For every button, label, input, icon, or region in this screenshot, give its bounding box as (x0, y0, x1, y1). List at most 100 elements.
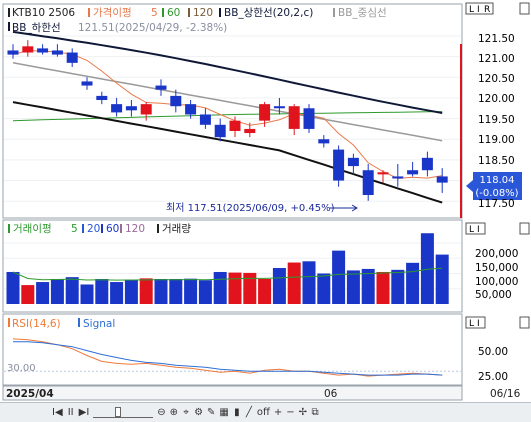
rsi-panel-buttons[interactable]: L I (465, 316, 486, 329)
volume-ma-line (12, 267, 443, 281)
ma-label: 가격이평 (93, 6, 132, 19)
grid-icon[interactable]: ▦ (219, 407, 229, 418)
scroll-slider[interactable] (93, 407, 154, 418)
volume-tick: 200,000 (475, 248, 518, 260)
volume-bar (346, 270, 360, 304)
zoom-in-icon[interactable]: ⊕ (169, 407, 179, 418)
date-start: 2025/04 (6, 388, 54, 400)
volume-bar (80, 284, 94, 304)
bb-lower-label: BB_하한선 (12, 21, 61, 34)
ma-period-120: 120 (193, 7, 213, 19)
volume-bar (391, 269, 405, 304)
candle (214, 124, 226, 138)
crosshair-icon[interactable]: ⌖ (183, 407, 189, 418)
settings-icon[interactable]: ⚙ (194, 407, 204, 418)
price-tick: 118.50 (478, 155, 515, 167)
volume-series-label: 거래량 (162, 223, 191, 235)
volume-panel-buttons[interactable]: L I (465, 222, 486, 235)
price-axis: 121.50 121.00 120.50 120.00 119.50 119.0… (478, 33, 515, 210)
candle (170, 95, 182, 107)
current-price-pointer (466, 180, 473, 192)
scroll-right-icon[interactable]: ▶I (78, 407, 90, 418)
pause-icon[interactable]: II (67, 407, 74, 418)
ma60-line (12, 111, 443, 122)
bb-mid-line (12, 62, 443, 142)
volume-bar (287, 262, 301, 304)
volume-bar (317, 273, 331, 304)
slider-handle[interactable] (115, 407, 122, 417)
candle (244, 128, 256, 134)
panel-menu-icons[interactable] (519, 2, 530, 329)
volume-bar (213, 271, 227, 304)
volume-bar (435, 254, 449, 304)
volume-bar (376, 271, 390, 304)
off-button[interactable]: off (256, 407, 270, 418)
move-icon[interactable]: ✢ (298, 407, 308, 418)
ma-period-60: 60 (167, 7, 180, 19)
candle (303, 108, 315, 129)
candle (140, 104, 152, 115)
price-tick: 119.50 (478, 114, 515, 126)
candle (229, 120, 241, 131)
price-panel-buttons[interactable]: L I R (465, 2, 494, 15)
rsi-label: RSI(14,6) (12, 318, 61, 330)
volume-axis: 200,000 150,000 100,000 50,000 (475, 248, 518, 301)
volume-bar (169, 278, 183, 304)
date-end: 06/16 (490, 388, 521, 400)
panel-button-l: L (469, 5, 474, 15)
rsi-level-label: 30.00 (7, 363, 36, 374)
volume-bar (184, 278, 198, 304)
vol-ma-20: 20 (87, 223, 100, 235)
volume-bar (95, 278, 109, 304)
tool-icon[interactable]: ✎ (207, 407, 216, 418)
volume-bar (302, 261, 316, 304)
volume-legend: 거래이평 5 20 60 120 거래량 (8, 223, 191, 235)
chart-toolbar: I◀ II ▶I ⊖ ⊕ ⌖ ⚙ ✎ ▦ ▮ ╱ off + − ✢ ⧉ (0, 402, 531, 422)
volume-bar (36, 282, 50, 304)
volume-tick: 50,000 (475, 289, 512, 301)
ma5-line (12, 49, 443, 180)
price-tick: 121.50 (478, 33, 515, 45)
price-tick: 121.00 (478, 53, 515, 65)
candle (66, 52, 78, 63)
vol-ma-60: 60 (106, 223, 119, 235)
rsi-axis: 50.00 25.00 (478, 346, 508, 383)
panel-button-i: I (477, 319, 480, 329)
zoom-out-icon[interactable]: ⊖ (157, 407, 166, 418)
candle (288, 106, 300, 129)
candle (333, 149, 345, 181)
layout-icon[interactable]: ⧉ (311, 407, 319, 418)
current-price-box (473, 172, 522, 200)
candle (318, 139, 330, 144)
plus-button[interactable]: + (273, 407, 283, 418)
candle (273, 106, 285, 109)
ma-period-5: 5 (151, 7, 158, 19)
volume-bar (198, 280, 212, 304)
candle (37, 48, 49, 53)
volume-bar (361, 268, 375, 304)
volume-bar (50, 278, 64, 304)
bb-lower-readout: 121.51(2025/04/29, -2.38%) (78, 22, 227, 34)
volume-bar (124, 279, 138, 304)
bar-icon[interactable]: ▮ (234, 407, 240, 418)
low-arrow-head (351, 204, 358, 212)
bb-mid-label: BB_중심선 (338, 7, 387, 19)
volume-bar (258, 278, 272, 304)
line-icon[interactable]: ╱ (245, 407, 252, 418)
scroll-left-icon[interactable]: I◀ (52, 407, 63, 418)
volume-bar (21, 285, 35, 304)
volume-bar (420, 233, 434, 304)
candle (185, 104, 197, 115)
minus-button[interactable]: − (286, 407, 295, 418)
candle (96, 95, 108, 101)
menu-icon (519, 2, 530, 15)
vol-ma-5: 5 (71, 223, 78, 235)
symbol-label: KTB10 2506 (12, 7, 75, 19)
stock-chart[interactable]: 118.04 (-0.08%) KTB10 2506 가격이평 5 60 120… (0, 0, 531, 402)
volume-ma-label: 거래이평 (13, 223, 52, 235)
candle (347, 157, 359, 167)
candle (259, 104, 271, 121)
candle (155, 85, 167, 90)
price-panel[interactable] (2, 3, 463, 219)
date-mid: 06 (324, 388, 338, 400)
